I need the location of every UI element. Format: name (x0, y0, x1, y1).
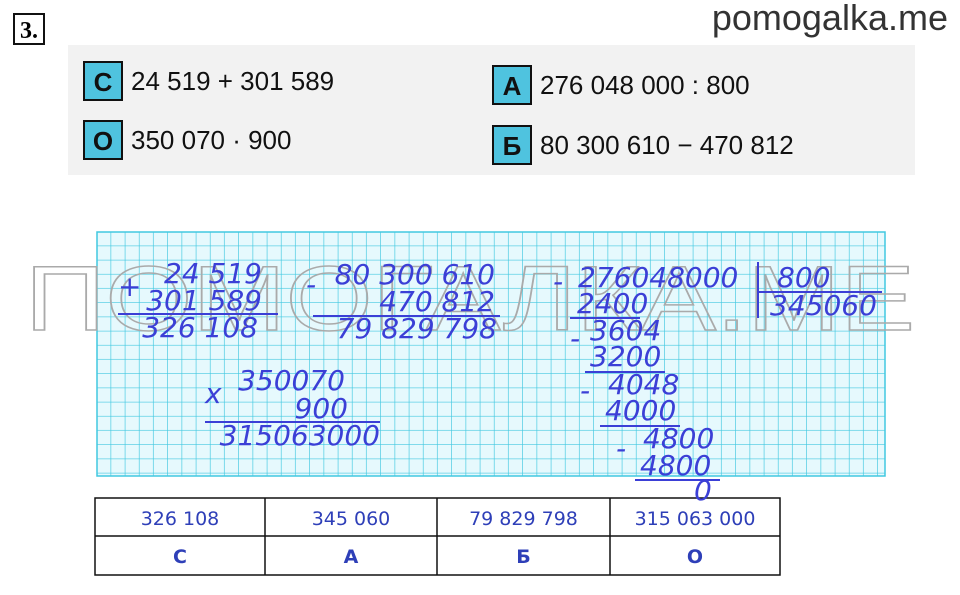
handwritten-entry: x (204, 377, 222, 410)
letter-box (492, 65, 532, 105)
handwritten-entry: 301 589 (146, 284, 262, 317)
handwritten-entry: 900 (295, 392, 348, 425)
handwritten-entry: 276048000 (578, 261, 738, 294)
handwritten-entry: - (553, 265, 563, 298)
handwritten-entry: 315063000 (220, 419, 380, 452)
table-cell: О (687, 546, 703, 568)
handwritten-entry: 800 (777, 261, 830, 294)
handwritten-entry: - (306, 268, 316, 301)
work-lines (118, 262, 882, 481)
task-letter: А (503, 71, 522, 101)
handwritten-entry: 350070 (238, 364, 345, 397)
letter-box (83, 61, 123, 101)
table-cell: А (344, 546, 359, 568)
task-expression: 350 070 · 900 (131, 125, 291, 155)
table-cell: 79 829 798 (469, 508, 578, 530)
handwritten-entry: 4000 (605, 394, 676, 427)
watermark: ПОМОГАЛКА.МЕ (25, 248, 915, 350)
handwritten-entry: 2400 (577, 287, 648, 320)
letter-box (83, 120, 123, 160)
grid-paper (96, 231, 886, 477)
table-cell: 326 108 (141, 508, 220, 530)
task-expression: 80 300 610 − 470 812 (540, 130, 794, 160)
table-cell: Б (516, 546, 530, 568)
handwritten-entry: - (570, 322, 580, 355)
task-letter: С (94, 67, 113, 97)
handwritten-entry: 470 812 (379, 285, 495, 318)
handwritten-entry: 326 108 (142, 311, 258, 344)
handwritten-entry: 3200 (590, 340, 661, 373)
number-box (13, 13, 45, 45)
handwritten-entry: 3604 (590, 314, 661, 347)
task-expression: 24 519 + 301 589 (131, 66, 334, 96)
table-cell: 345 060 (312, 508, 391, 530)
task-expression: 276 048 000 : 800 (540, 70, 750, 100)
handwritten-entry: + (118, 270, 141, 303)
handwritten-entry: - (616, 432, 626, 465)
handwritten-entry: 4800 (640, 449, 711, 482)
table-cell: 315 063 000 (635, 508, 756, 530)
handwritten-entry: 24 519 (164, 257, 262, 290)
letter-box (492, 125, 532, 165)
site-name: pomogalka.me (712, 0, 948, 38)
handwritten-entry: - (580, 374, 590, 407)
handwritten-entry: 4800 (643, 422, 714, 455)
handwritten-entry: 0 (694, 474, 712, 507)
task-panel (68, 45, 915, 175)
handwritten-entry: 345060 (770, 289, 877, 322)
task-letter: О (93, 126, 113, 156)
answer-table (94, 497, 781, 576)
task-letter: Б (503, 131, 522, 161)
handwritten-entry: 4048 (608, 368, 679, 401)
handwritten-entry: 79 829 798 (337, 312, 497, 345)
exercise-number: 3. (20, 18, 38, 44)
handwritten-entry: 80 300 610 (335, 258, 495, 291)
table-cell: С (173, 546, 187, 568)
